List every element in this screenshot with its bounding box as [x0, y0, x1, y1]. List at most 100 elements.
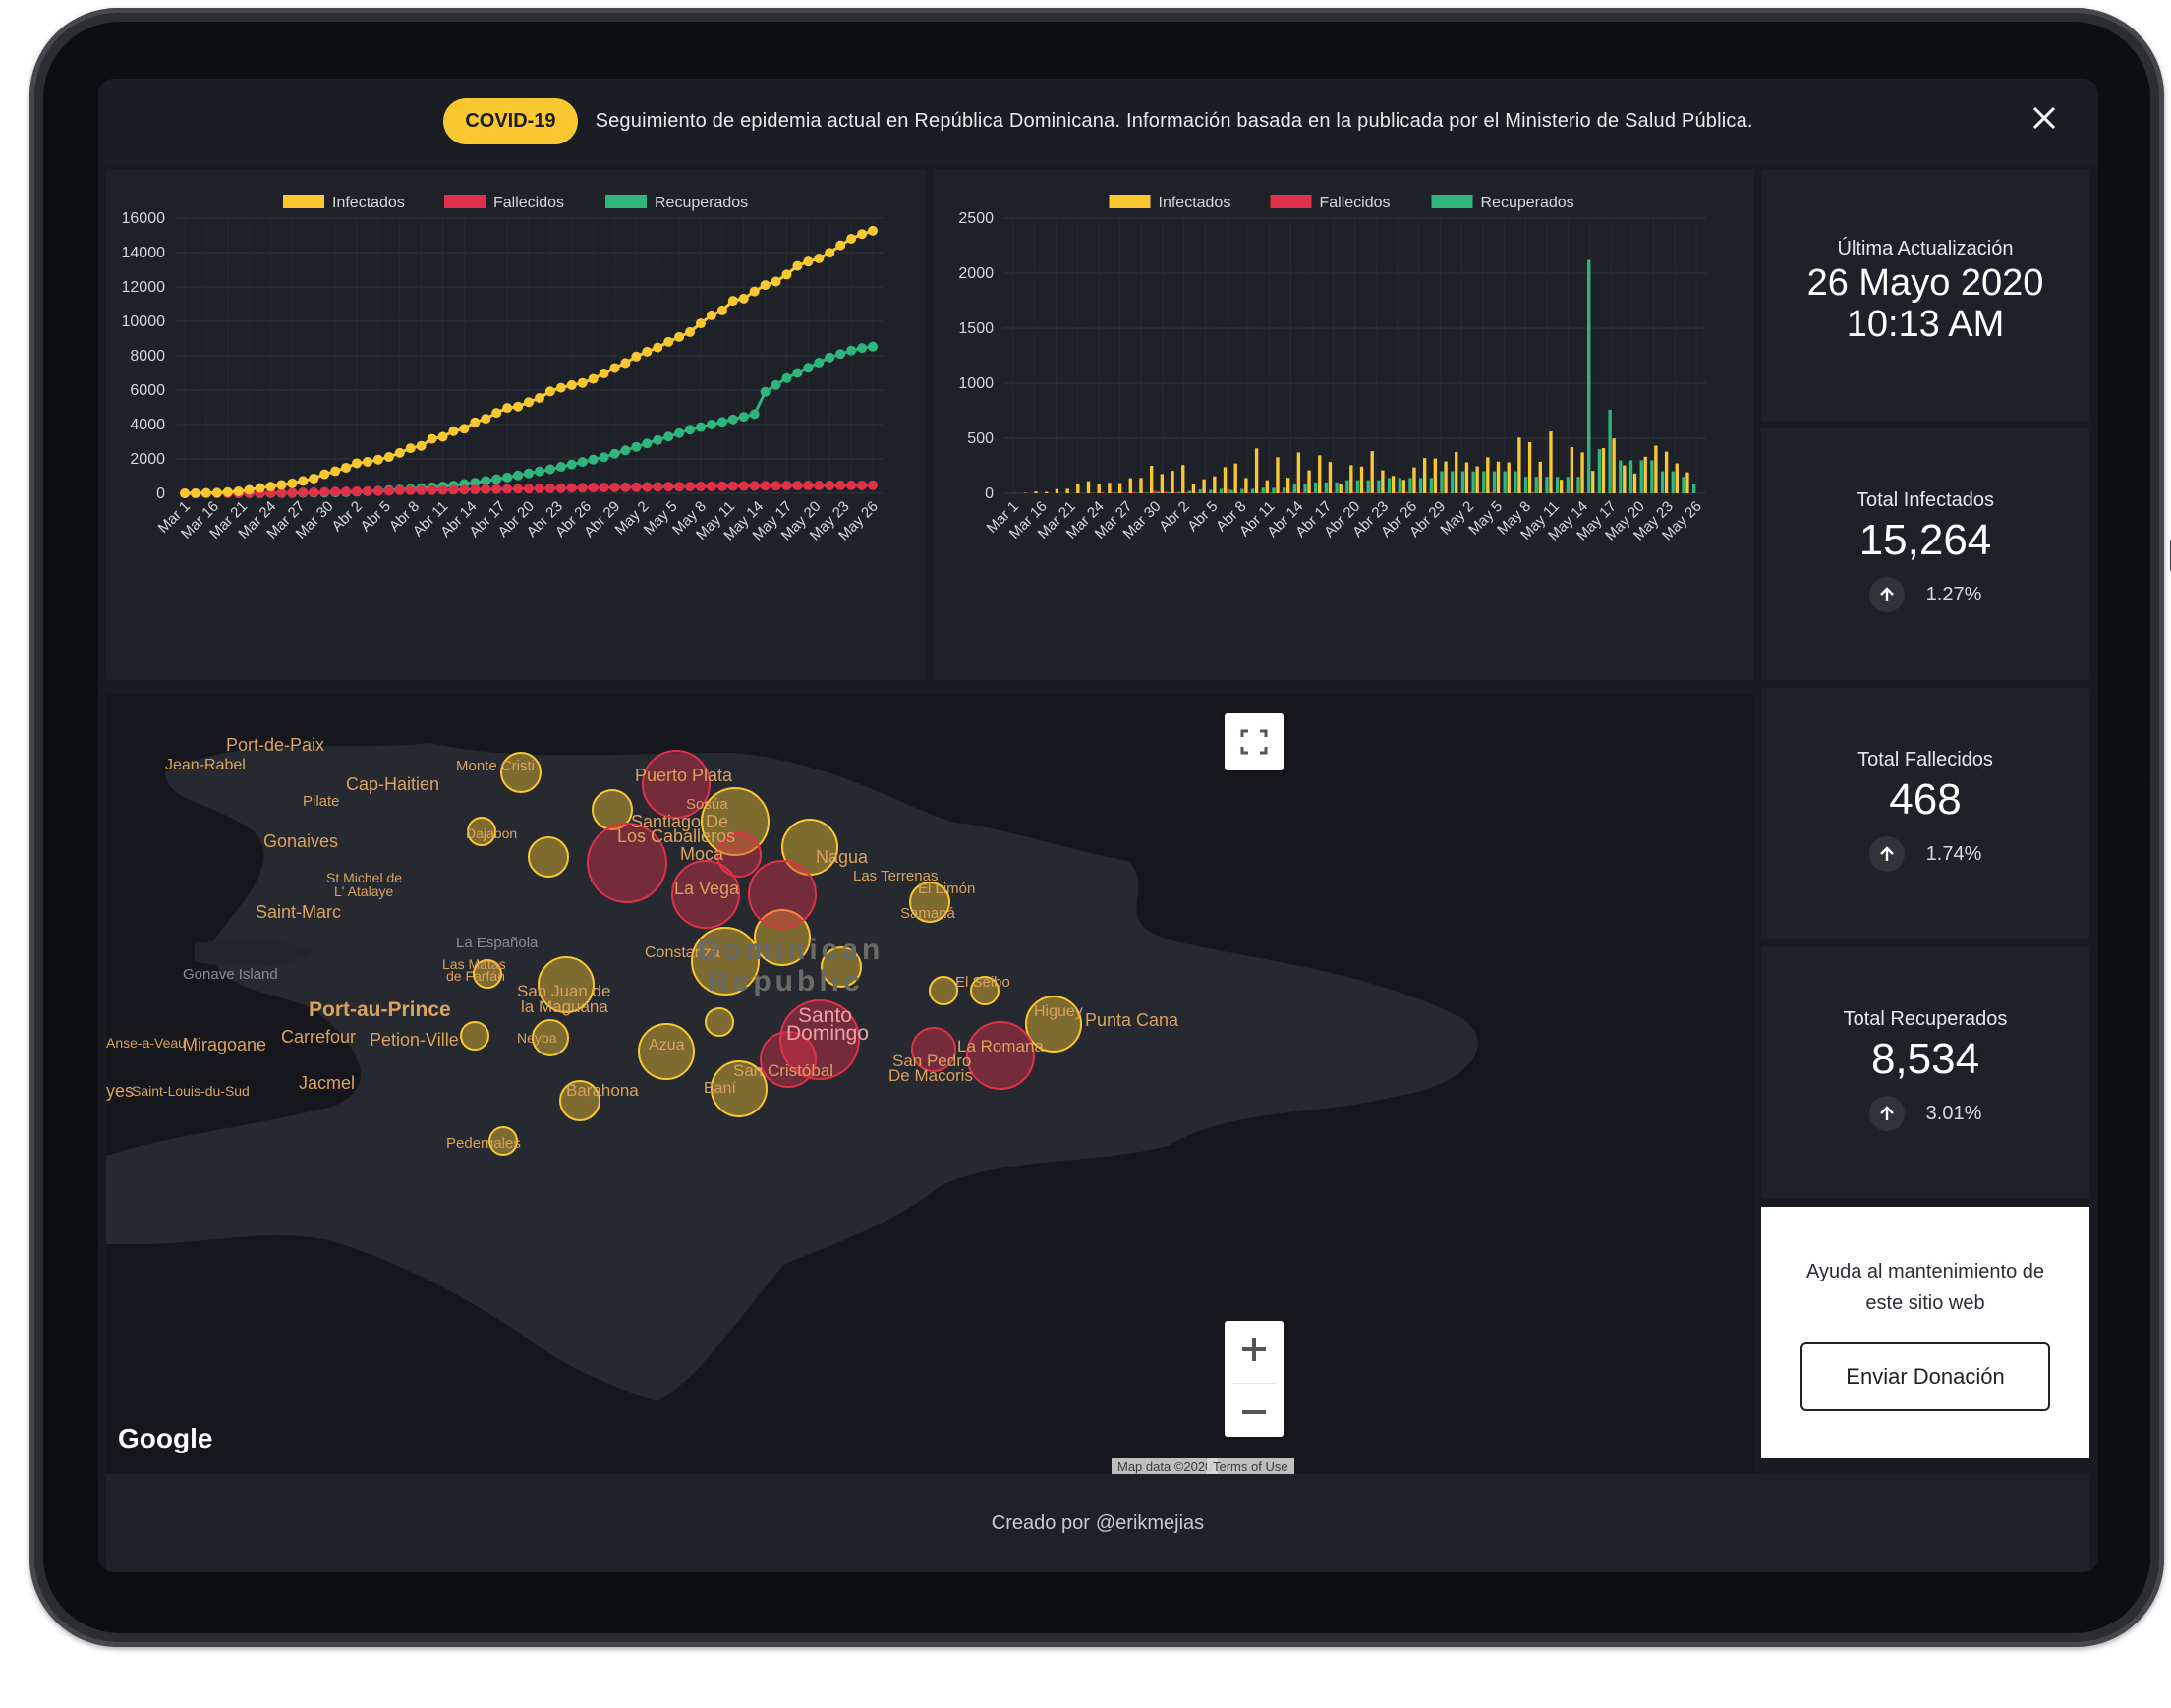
- data-point: [868, 225, 878, 236]
- last-update-label: Última Actualización: [1837, 238, 2014, 259]
- data-point: [481, 414, 491, 425]
- bar: [1682, 477, 1685, 493]
- close-icon[interactable]: [2029, 103, 2059, 133]
- legend-label: Recuperados: [655, 195, 748, 211]
- bar: [1153, 490, 1157, 493]
- covid-badge: COVID-19: [443, 97, 578, 144]
- bar: [1691, 484, 1696, 493]
- bar: [1471, 471, 1475, 493]
- deaths-marker: [587, 823, 667, 903]
- bar: [1261, 487, 1265, 493]
- data-point: [502, 472, 513, 483]
- bar: [1573, 492, 1577, 493]
- bar: [1065, 488, 1069, 493]
- map-label: de Farfán: [446, 968, 505, 984]
- data-point: [803, 481, 814, 491]
- zoom-out-icon[interactable]: [1225, 1384, 1284, 1441]
- last-update-card: Última Actualización 26 Mayo 2020 10:13 …: [1761, 169, 2089, 421]
- bar: [1355, 480, 1360, 493]
- cases-marker: [929, 976, 958, 1005]
- data-point: [653, 482, 663, 492]
- bar: [1623, 465, 1627, 493]
- data-point: [835, 480, 846, 490]
- cases-marker: [559, 1080, 600, 1121]
- cases-marker: [711, 1060, 768, 1117]
- data-point: [738, 293, 749, 304]
- total-deaths-card: Total Fallecidos 468 1.74%: [1761, 688, 2089, 939]
- bar: [1198, 489, 1202, 493]
- data-point: [555, 483, 566, 493]
- bar: [1660, 471, 1665, 493]
- bar: [1415, 492, 1419, 493]
- data-point: [653, 342, 663, 353]
- bar: [1391, 476, 1396, 493]
- bar: [1408, 478, 1412, 493]
- cases-marker: [821, 946, 862, 988]
- bar: [1527, 441, 1532, 493]
- map-label: Jean-Rabel: [165, 757, 246, 773]
- total-recovered-label: Total Recuperados: [1843, 1008, 2008, 1030]
- bar: [1587, 259, 1591, 493]
- total-recovered-value: 8,534: [1870, 1035, 1980, 1083]
- send-donation-button[interactable]: Enviar Donación: [1800, 1342, 2050, 1411]
- bar: [1545, 477, 1549, 493]
- bar: [1223, 467, 1228, 493]
- bar: [1268, 492, 1273, 493]
- map-label: Higuey: [1034, 1003, 1083, 1020]
- map-label: San Juan de: [517, 982, 610, 1000]
- bar: [1265, 480, 1269, 493]
- bar: [1139, 478, 1143, 493]
- data-point: [825, 248, 835, 258]
- bar: [1318, 455, 1322, 493]
- zoom-in-icon[interactable]: [1225, 1321, 1284, 1378]
- cases-marker: [691, 927, 760, 996]
- map-label: Baní: [704, 1080, 736, 1097]
- bar: [1324, 482, 1329, 493]
- bar: [1373, 492, 1378, 493]
- data-point: [631, 441, 642, 452]
- bar: [1520, 492, 1524, 493]
- map-label: Petion-Ville: [370, 1030, 459, 1050]
- data-point: [588, 454, 599, 465]
- bar: [1240, 488, 1244, 493]
- bar: [1510, 492, 1514, 493]
- bar: [1034, 491, 1038, 493]
- data-point: [642, 346, 653, 357]
- bar: [1366, 480, 1370, 493]
- data-point: [760, 280, 771, 291]
- map-view[interactable]: Port-de-Paix Jean-Rabel Cap-Haitien Pila…: [106, 694, 1753, 1476]
- cases-marker: [467, 817, 496, 846]
- data-point: [814, 254, 825, 264]
- y-tick-label: 8000: [130, 348, 165, 365]
- data-point: [309, 486, 319, 497]
- data-point: [534, 392, 544, 403]
- bar: [1384, 492, 1388, 493]
- data-point: [599, 368, 609, 378]
- data-point: [502, 484, 513, 494]
- cases-marker: [538, 956, 595, 1013]
- cases-marker: [638, 1023, 695, 1080]
- fullscreen-button[interactable]: [1225, 713, 1284, 770]
- data-point: [781, 372, 792, 383]
- daily-chart-panel: Infectados Fallecidos Recuperados 0 500 1000 1…: [935, 169, 1753, 680]
- map-label: La Española: [456, 935, 539, 951]
- data-point: [674, 427, 685, 438]
- bar: [1045, 491, 1049, 493]
- hispaniola-map[interactable]: Port-de-Paix Jean-Rabel Cap-Haitien Pila…: [106, 694, 1753, 1476]
- y-tick-label: 0: [156, 485, 165, 502]
- author-link[interactable]: @erikmejias: [1095, 1511, 1205, 1534]
- map-label: Neyba: [517, 1030, 557, 1046]
- arrow-up-icon: [1868, 577, 1905, 613]
- data-point: [330, 466, 341, 477]
- map-label: Las Matas: [442, 956, 506, 972]
- bar: [1601, 447, 1606, 493]
- map-label: Miragoane: [183, 1035, 266, 1054]
- bar: [1076, 483, 1080, 493]
- data-point: [372, 454, 383, 465]
- data-point: [524, 468, 534, 479]
- bar: [1142, 491, 1146, 493]
- bar: [1412, 467, 1416, 493]
- map-label: Monte Cristi: [456, 758, 535, 774]
- y-tick-label: 0: [985, 485, 994, 502]
- terms-of-use-link[interactable]: Terms of Use: [1207, 1458, 1294, 1475]
